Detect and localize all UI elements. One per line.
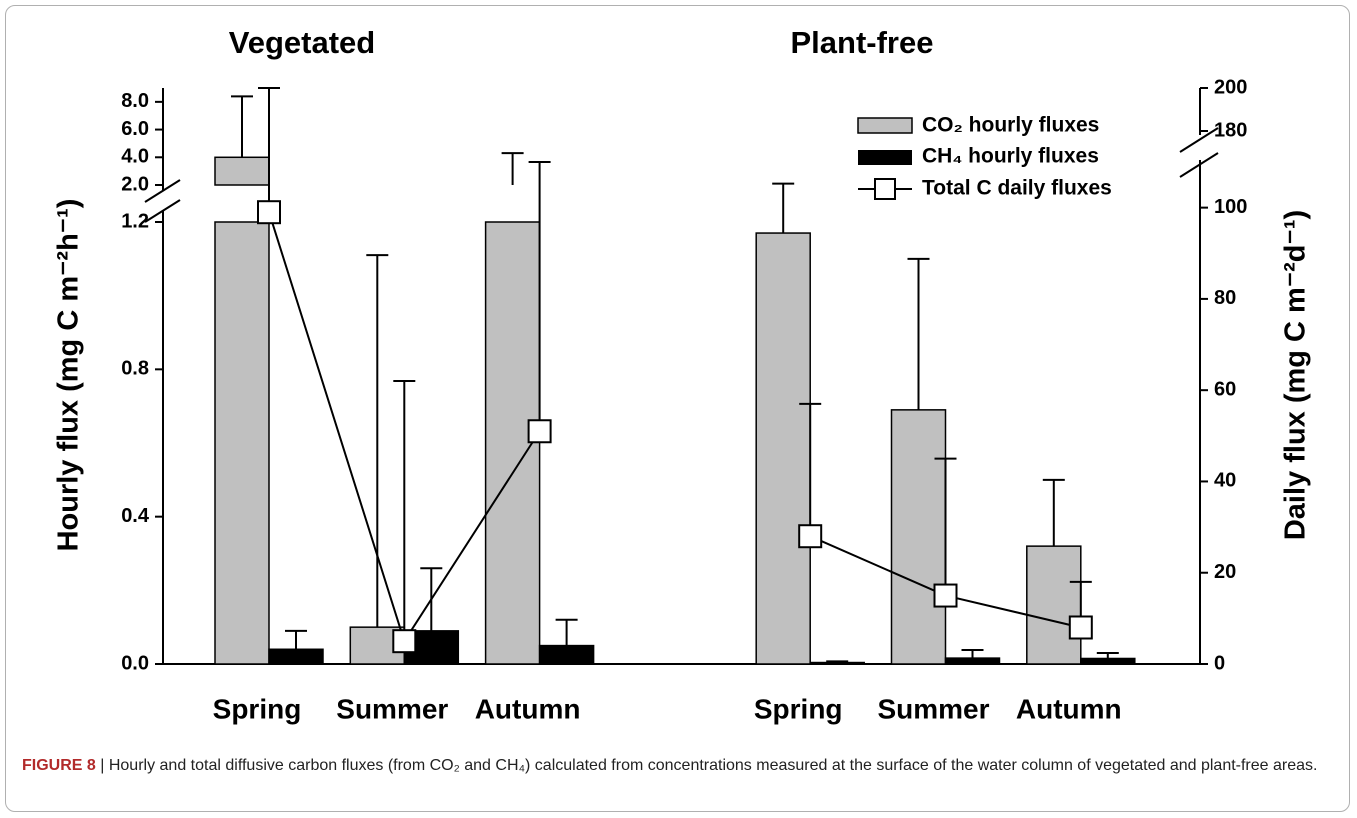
caption: FIGURE 8 | Hourly and total diffusive ca…	[22, 754, 1332, 778]
bar	[1026, 545, 1082, 665]
legend-marker	[874, 178, 896, 200]
x-tick-label: Autumn	[475, 693, 581, 724]
legend-swatch	[857, 117, 913, 134]
x-tick-label: Spring	[213, 693, 302, 724]
bar	[538, 644, 595, 665]
group-title: Vegetated	[229, 25, 375, 60]
bar	[214, 221, 270, 665]
caption-label: FIGURE 8	[22, 757, 96, 774]
group-title: Plant-free	[791, 25, 934, 60]
y-tick-label: 1.2	[121, 210, 149, 232]
y-tick-label: 8.0	[121, 90, 149, 112]
bar	[214, 156, 270, 186]
axis-break	[144, 199, 181, 223]
figure-frame	[5, 5, 1350, 812]
y-tick-label: 4.0	[121, 146, 149, 168]
legend: CO₂ hourly fluxes CH₄ hourly fluxes Tota…	[857, 114, 1112, 200]
chart: Vegetated Plant-free Hourly flux (mg C m…	[53, 25, 1312, 724]
marker	[933, 583, 958, 608]
y2-tick-label: 80	[1214, 287, 1236, 309]
legend-label: CO₂ hourly fluxes	[922, 114, 1099, 137]
caption-text: | Hourly and total diffusive carbon flux…	[100, 757, 1318, 774]
y-tick-label: 0.8	[121, 358, 149, 380]
y2-tick-label: 180	[1214, 119, 1247, 141]
y2-tick-label: 100	[1214, 196, 1247, 218]
y-tick-label: 0.0	[121, 652, 149, 674]
axis-break	[1179, 152, 1219, 178]
bar	[890, 409, 947, 665]
y2-tick-label: 200	[1214, 76, 1247, 98]
legend-label: Total C daily fluxes	[922, 177, 1112, 200]
x-tick-label: Summer	[336, 693, 448, 724]
bar	[1080, 657, 1136, 665]
x-tick-label: Summer	[877, 693, 989, 724]
bar	[944, 657, 1001, 665]
bar	[809, 661, 865, 665]
marker	[798, 524, 823, 549]
y2-tick-label: 40	[1214, 470, 1236, 492]
y2-tick-label: 0	[1214, 652, 1225, 674]
axis-break	[1179, 127, 1219, 153]
marker	[1068, 615, 1093, 640]
y-tick-label: 2.0	[121, 173, 149, 195]
legend-label: CH₄ hourly fluxes	[922, 145, 1099, 168]
marker	[527, 419, 552, 444]
legend-swatch	[858, 150, 912, 165]
axis-break	[144, 179, 181, 203]
y-tick-label: 6.0	[121, 118, 149, 140]
bar	[755, 232, 811, 665]
y2-tick-label: 20	[1214, 561, 1236, 583]
y-axis-title: Hourly flux (mg C m⁻²h⁻¹)	[53, 199, 85, 552]
x-tick-label: Autumn	[1016, 693, 1122, 724]
y-tick-label: 0.4	[121, 505, 150, 527]
x-tick-label: Spring	[754, 693, 843, 724]
marker	[257, 200, 281, 225]
bar	[268, 648, 324, 665]
marker	[392, 629, 417, 654]
y2-axis-title: Daily flux (mg C m⁻²d⁻¹)	[1280, 210, 1312, 540]
y2-tick-label: 60	[1214, 378, 1236, 400]
